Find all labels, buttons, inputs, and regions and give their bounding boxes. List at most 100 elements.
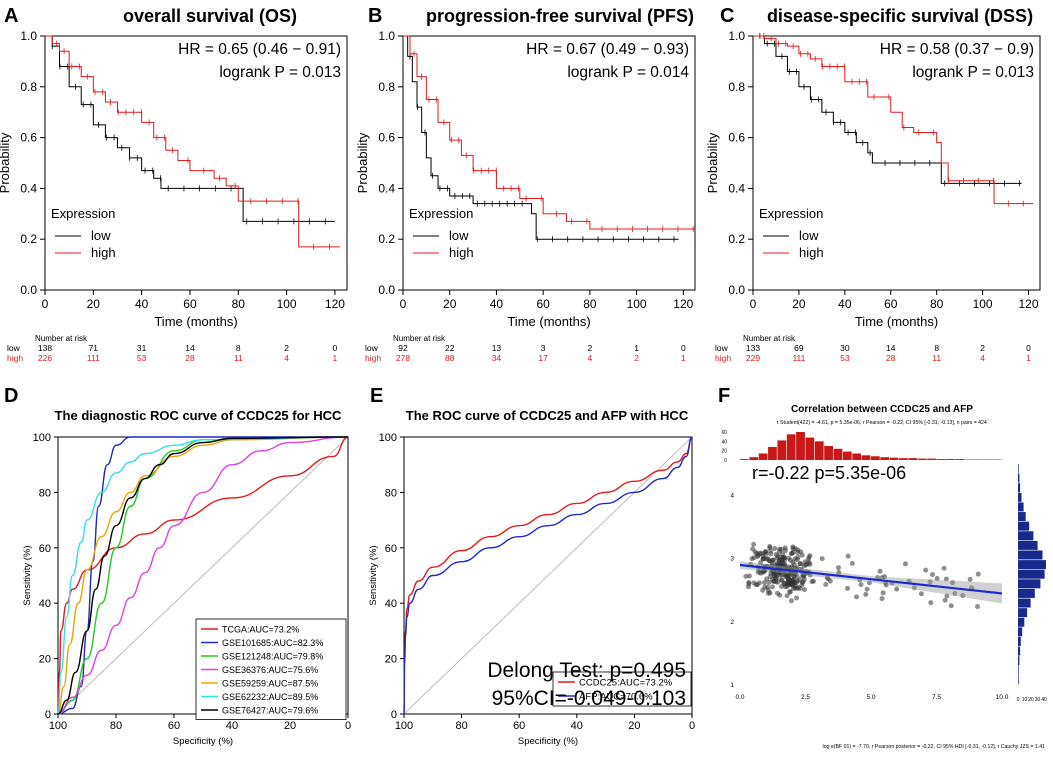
legend-label-high: high [91,245,116,260]
roc-chart-ccdc25-afp: E The ROC curve of CCDC25 and AFP with H… [362,382,712,773]
top-histogram-bar [787,434,796,460]
hazard-ratio: HR = 0.65 (0.46 − 0.91) [178,41,341,58]
risk-value-high: 28 [185,353,195,363]
x-tick-label: 5.0 [866,694,875,701]
scatter-point [767,558,772,563]
y-tick-label: 80 [39,487,51,499]
scatter-point [783,574,788,579]
x-tick-label: 20 [443,297,457,311]
chart-title: disease-specific survival (DSS) [767,6,1033,26]
y-tick-label: 100 [33,432,51,444]
y-tick-label: 3 [730,556,734,563]
risk-value-low: 14 [886,343,896,353]
scatter-point [789,598,794,603]
risk-value-low: 133 [746,343,760,353]
scatter-point [774,555,779,560]
risk-value-high: 53 [137,353,147,363]
side-histogram-tick: 40 [1041,697,1047,703]
top-histogram-bar [834,449,843,460]
x-axis-label: Time (months) [507,314,590,329]
x-tick-label: 120 [1019,297,1039,311]
hazard-ratio: HR = 0.58 (0.37 − 0.9) [880,41,1034,58]
risk-value-low: 3 [541,343,546,353]
side-histogram-bar [1018,627,1022,636]
x-tick-label: 40 [838,297,852,311]
y-tick-label: 4 [730,493,734,500]
risk-value-low: 2 [588,343,593,353]
risk-value-low: 71 [89,343,99,353]
top-histogram-bar [852,453,861,460]
side-histogram-bar [1018,560,1046,569]
y-tick-label: 0.8 [728,80,745,94]
x-tick-label: 2.5 [801,694,810,701]
risk-value-high: 11 [932,353,941,363]
panel-letter: A [4,5,18,27]
risk-value-low: 138 [38,343,52,353]
scatter-point [783,548,788,553]
risk-value-high: 28 [886,353,896,363]
scatter-point [795,547,800,552]
risk-value-low: 22 [445,343,455,353]
legend-label: TCGA:AUC=73.2% [222,625,299,635]
risk-table-title: Number at risk [393,334,446,343]
x-tick-label: 60 [168,720,180,732]
side-histogram-bar [1018,493,1022,502]
delong-annotation: 95%CI=-0.049-0.103 [492,687,686,710]
risk-row-label-high: high [365,353,381,363]
y-tick-label: 0.4 [378,181,395,195]
x-tick-label: 60 [183,297,197,311]
y-tick-label: 0.6 [378,131,395,145]
x-tick-label: 80 [232,297,246,311]
side-histogram-bar [1018,464,1019,473]
top-histogram-bar [871,456,880,460]
scatter-point [765,585,770,590]
scatter-point [968,577,973,582]
scatter-point [809,579,814,584]
scatter-point [799,583,804,588]
risk-value-high: 4 [980,353,985,363]
side-histogram-bar [1018,599,1031,608]
risk-value-high: 1 [681,353,686,363]
chart-subtitle: t Student(422) = -4.61, p = 5.35e-06, r … [777,420,987,426]
side-histogram-bar [1018,531,1033,540]
correlation-annotation: r=-0.22 p=5.35e-06 [752,463,906,483]
top-histogram-tick: 40 [721,439,727,445]
y-tick-label: 0.0 [728,283,745,297]
x-tick-label: 100 [277,297,297,311]
scatter-point [880,596,885,601]
scatter-point [779,547,784,552]
scatter-chart-correlation: F Correlation between CCDC25 and AFP t S… [712,382,1053,773]
x-tick-label: 100 [627,297,647,311]
risk-value-high: 11 [234,353,243,363]
scatter-point [775,591,780,596]
scatter-point [746,581,751,586]
y-axis-label: Sensitivity (%) [22,545,33,605]
side-histogram-bar [1018,570,1045,579]
y-tick-label: 1.0 [728,29,745,43]
scatter-point [780,561,785,566]
y-tick-label: 80 [385,487,397,499]
x-tick-label: 80 [110,720,122,732]
scatter-point [845,586,850,591]
scatter-point [942,566,947,571]
x-tick-label: 120 [325,297,345,311]
y-tick-label: 0.0 [20,283,37,297]
legend-label-low: low [91,228,111,243]
risk-value-low: 0 [681,343,686,353]
scatter-point [783,584,788,589]
y-tick-label: 1.0 [378,29,395,43]
y-tick-label: 0.6 [20,131,37,145]
y-tick-label: 0.2 [378,232,395,246]
risk-row-label-low: low [715,343,729,353]
side-histogram-bar [1018,483,1020,492]
top-histogram-tick: 60 [721,430,727,436]
panel-f-correlation: F Correlation between CCDC25 and AFP t S… [712,382,1053,773]
side-histogram-bar [1018,550,1043,559]
x-tick-label: 60 [884,297,898,311]
x-axis-label: Time (months) [855,314,938,329]
y-tick-label: 0 [391,709,397,721]
x-tick-label: 60 [513,720,525,732]
risk-table-title: Number at risk [743,334,796,343]
scatter-point [928,600,933,605]
side-histogram-bar [1018,666,1019,675]
